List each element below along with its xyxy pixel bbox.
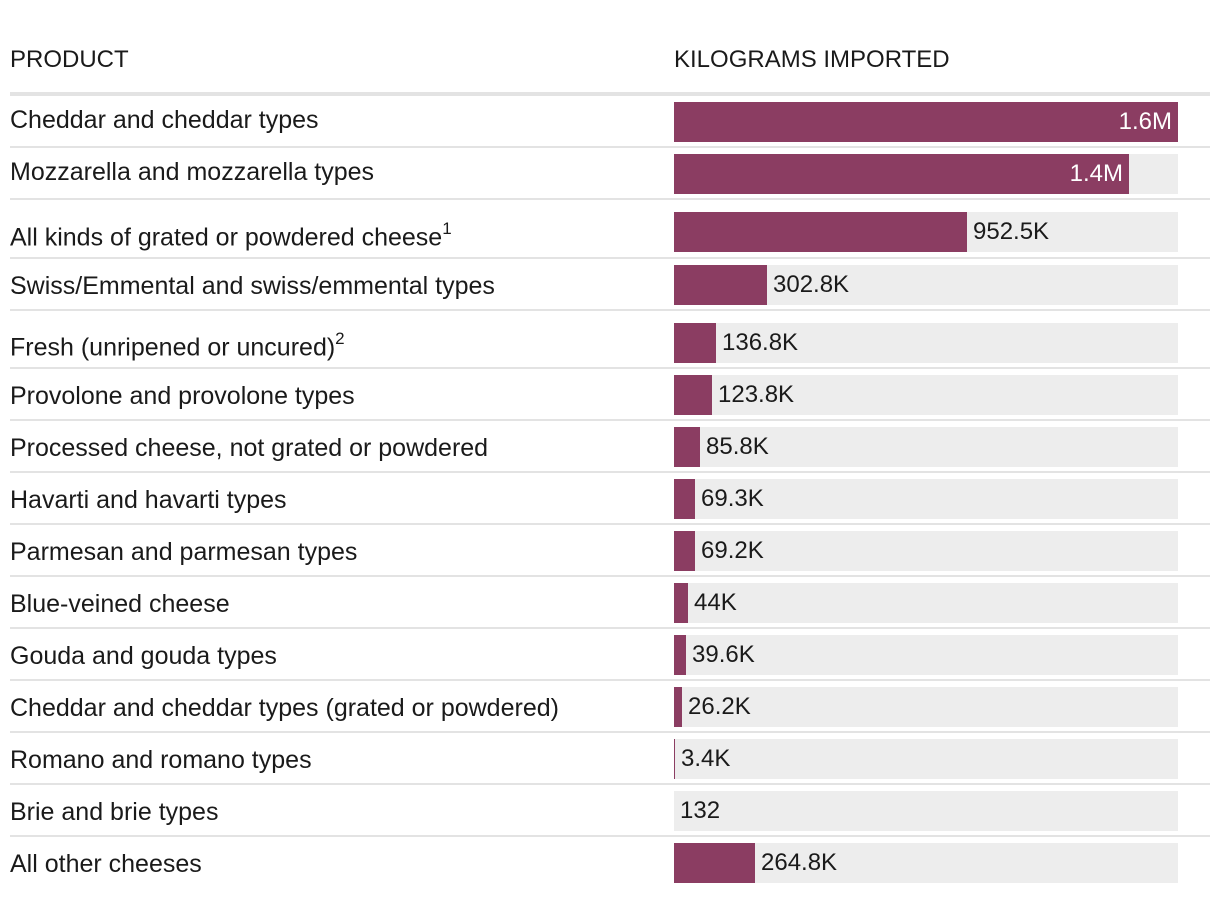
product-name: Havarti and havarti types [10,486,287,514]
product-label: Swiss/Emmental and swiss/emmental types [10,274,495,299]
bar-track: 3.4K [674,739,1178,779]
value-label: 132 [680,797,721,824]
value-label: 123.8K [718,381,795,408]
value-label: 44K [694,589,737,616]
product-label: Processed cheese, not grated or powdered [10,436,488,461]
bar [674,265,767,305]
bar [674,635,686,675]
bar-track: 44K [674,583,1178,623]
value-label: 302.8K [773,271,850,298]
product-name: Cheddar and cheddar types [10,106,319,134]
table-row: Blue-veined cheese 44K [10,577,1210,629]
product-name: Cheddar and cheddar types (grated or pow… [10,694,559,722]
product-label: Gouda and gouda types [10,644,277,669]
bar-track: 952.5K [674,212,1178,252]
value-label: 1.6M [1118,108,1172,135]
bar [674,687,682,727]
product-name: Romano and romano types [10,746,312,774]
table-row: Romano and romano types 3.4K [10,733,1210,785]
bar-track: 85.8K [674,427,1178,467]
product-name: All other cheeses [10,850,202,878]
bar [674,583,688,623]
bar [674,154,1129,194]
bar [674,531,695,571]
table-row: Cheddar and cheddar types 1.6M [10,96,1210,148]
value-label: 69.2K [701,537,764,564]
bar-track: 39.6K [674,635,1178,675]
bar [674,323,716,363]
product-name: Swiss/Emmental and swiss/emmental types [10,272,495,300]
table-row: All kinds of grated or powdered cheese1 9… [10,200,1210,259]
bar [674,843,755,883]
bar-track: 26.2K [674,687,1178,727]
product-label: Fresh (unripened or uncured)2 [10,329,345,362]
header-divider [10,92,1210,96]
product-label: Havarti and havarti types [10,488,287,513]
product-label: Romano and romano types [10,748,312,773]
value-label: 1.4M [1069,160,1123,187]
value-label: 952.5K [973,218,1050,245]
bar [674,375,712,415]
value-label: 264.8K [761,849,838,876]
product-name: All kinds of grated or powdered cheese [10,223,443,252]
bar-track: 136.8K [674,323,1178,363]
column-header-kilograms: KILOGRAMS IMPORTED [674,46,950,73]
bar-track: 69.3K [674,479,1178,519]
value-label: 69.3K [701,485,764,512]
table-row: Cheddar and cheddar types (grated or pow… [10,681,1210,733]
product-label: Cheddar and cheddar types (grated or pow… [10,696,559,721]
value-label: 136.8K [722,329,799,356]
product-name: Blue-veined cheese [10,590,230,618]
bar [674,212,967,252]
product-label: Cheddar and cheddar types [10,108,319,133]
value-label: 26.2K [688,693,751,720]
bar-track: 1.4M [674,154,1178,194]
value-label: 85.8K [706,433,769,460]
footnote-marker: 2 [335,329,345,348]
bar-track: 264.8K [674,843,1178,883]
bar [674,479,695,519]
product-name: Parmesan and parmesan types [10,538,358,566]
table-row: Fresh (unripened or uncured)2 136.8K [10,311,1210,369]
table-row: Provolone and provolone types 123.8K [10,369,1210,421]
bar [674,427,700,467]
bar-track: 132 [674,791,1178,831]
product-label: Blue-veined cheese [10,592,230,617]
product-name: Gouda and gouda types [10,642,277,670]
table-row: Swiss/Emmental and swiss/emmental types 3… [10,259,1210,311]
footnote-marker: 1 [442,219,452,238]
column-header-product: PRODUCT [10,46,129,73]
bar [674,739,675,779]
table-row: Processed cheese, not grated or powdered… [10,421,1210,473]
product-name: Brie and brie types [10,798,219,826]
product-name: Mozzarella and mozzarella types [10,158,375,186]
product-label: Provolone and provolone types [10,384,355,409]
table-row: All other cheeses 264.8K [10,837,1210,889]
product-name: Processed cheese, not grated or powdered [10,434,489,462]
value-label: 3.4K [681,745,731,772]
table-row: Gouda and gouda types 39.6K [10,629,1210,681]
product-name: Fresh (unripened or uncured) [10,333,336,362]
product-name: Provolone and provolone types [10,382,355,410]
table-row: Havarti and havarti types 69.3K [10,473,1210,525]
value-label: 39.6K [692,641,755,668]
bar [674,102,1178,142]
bar-track: 123.8K [674,375,1178,415]
bar-track: 302.8K [674,265,1178,305]
product-label: Brie and brie types [10,800,218,825]
bar-track: 69.2K [674,531,1178,571]
product-label: All kinds of grated or powdered cheese1 [10,219,452,252]
table-row: Parmesan and parmesan types 69.2K [10,525,1210,577]
product-label: Parmesan and parmesan types [10,540,357,565]
bar-track: 1.6M [674,102,1178,142]
table-row: Mozzarella and mozzarella types 1.4M [10,148,1210,200]
product-label: Mozzarella and mozzarella types [10,160,374,185]
product-label: All other cheeses [10,852,202,877]
table-row: Brie and brie types 132 [10,785,1210,837]
